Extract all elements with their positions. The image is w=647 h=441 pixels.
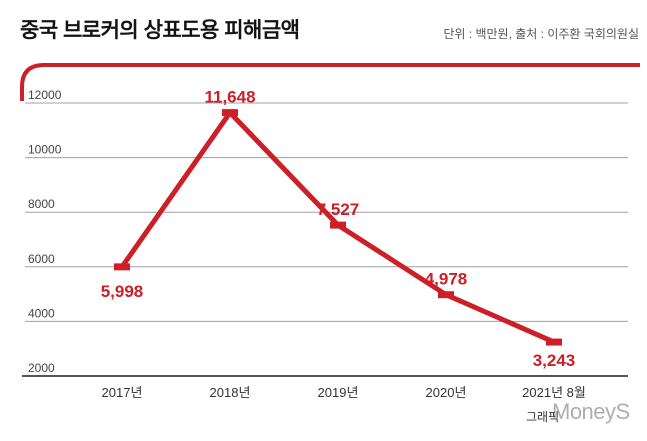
- unit-source-note: 단위 : 백만원, 출처 : 이주환 국회의원실: [443, 27, 639, 41]
- graphic-credit: 그래픽: [526, 410, 560, 424]
- data-label: 7,527: [317, 200, 360, 219]
- y-tick-label: 10000: [28, 143, 62, 157]
- red-frame-line: [20, 63, 640, 101]
- data-point-marker: [114, 263, 130, 271]
- data-point-marker: [330, 221, 346, 229]
- data-point-marker: [546, 338, 562, 346]
- y-tick-label: 6000: [28, 252, 55, 266]
- data-label: 4,978: [425, 270, 468, 289]
- label-layer: 2017년 2018년 2019년 2020년 2021년 8월 5,998 11,648 7…: [101, 88, 586, 400]
- moneys-logo-watermark: MoneyS: [552, 399, 630, 424]
- data-point-marker: [438, 291, 454, 299]
- y-tick-label: 2000: [28, 361, 55, 375]
- data-point-marker: [222, 109, 238, 117]
- x-tick-label: 2018년: [210, 385, 251, 400]
- x-tick-label: 2021년 8월: [522, 385, 586, 400]
- y-tick-label: 4000: [28, 306, 55, 320]
- x-tick-label: 2017년: [102, 385, 143, 400]
- data-label: 11,648: [204, 88, 255, 107]
- data-label: 3,243: [533, 351, 576, 370]
- grid-layer: 12000 10000 8000 6000 4000 2000: [22, 88, 628, 377]
- series-layer: [114, 109, 562, 346]
- y-tick-label: 12000: [28, 88, 62, 102]
- x-tick-label: 2020년: [426, 385, 467, 400]
- x-tick-label: 2019년: [318, 385, 359, 400]
- data-label: 5,998: [101, 282, 144, 301]
- y-tick-label: 8000: [28, 197, 55, 211]
- chart-title: 중국 브로커의 상표도용 피해금액: [20, 19, 300, 42]
